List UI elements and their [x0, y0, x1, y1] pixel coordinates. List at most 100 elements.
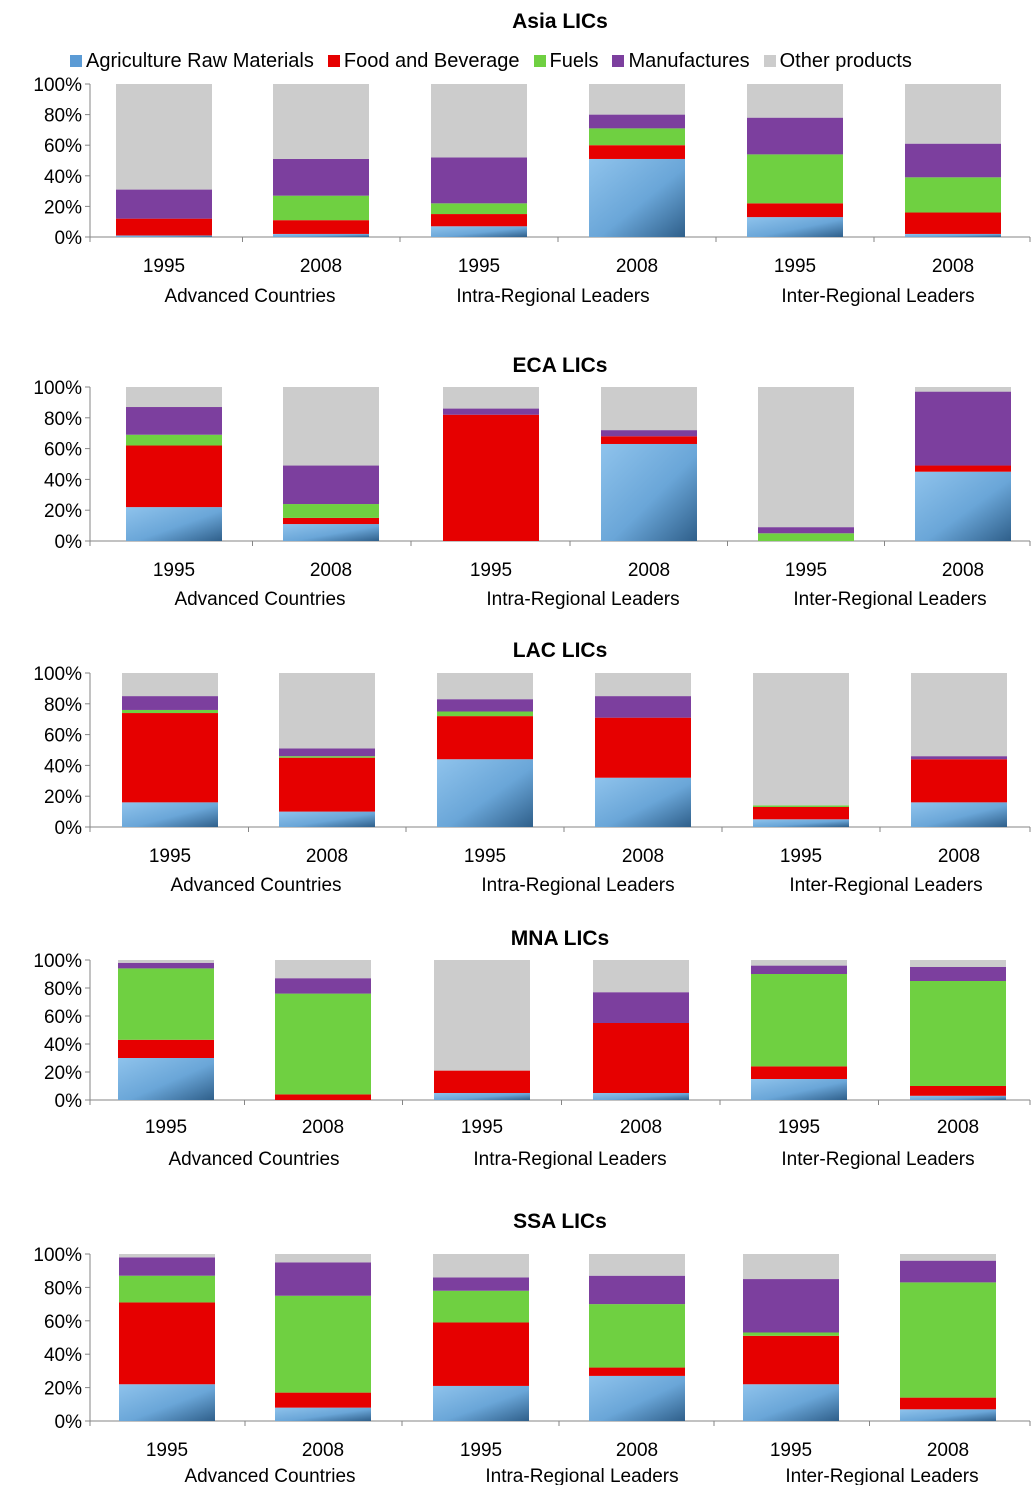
bar-segment: [589, 145, 685, 159]
x-group-label: Intra-Regional Leaders: [481, 875, 674, 896]
x-tick-label: 2008: [616, 256, 658, 277]
y-tick-label: 40%: [44, 470, 82, 491]
y-tick-label: 20%: [44, 1379, 82, 1400]
x-group-label: Intra-Regional Leaders: [456, 286, 649, 307]
bar-segment: [119, 1384, 215, 1421]
bar-segment: [911, 759, 1007, 803]
bar-segment: [589, 128, 685, 146]
legend-swatch: [533, 55, 546, 67]
bar-segment: [443, 408, 539, 415]
chart-title: MNA LICs: [511, 927, 609, 950]
bar-segment: [910, 967, 1006, 981]
bar-segment: [273, 158, 369, 196]
x-group-label: Advanced Countries: [168, 1149, 339, 1170]
bar-segment: [431, 226, 527, 237]
y-tick-label: 100%: [33, 951, 82, 972]
bar-segment: [753, 673, 849, 806]
bar-segment: [122, 713, 218, 803]
x-tick-label: 1995: [458, 256, 500, 277]
legend-label: Fuels: [549, 49, 599, 72]
bar-segment: [275, 1295, 371, 1393]
y-tick-label: 0%: [55, 1091, 83, 1112]
legend-label: Other products: [779, 49, 912, 72]
bar-segment: [118, 962, 214, 969]
bar-segment: [751, 974, 847, 1067]
x-tick-label: 2008: [938, 846, 980, 867]
bar-segment: [443, 387, 539, 409]
x-group-label: Inter-Regional Leaders: [793, 589, 986, 610]
y-tick-label: 80%: [44, 106, 82, 127]
bar-segment: [595, 696, 691, 718]
chart-panel: SSA LICs 0% 20% 40% 60% 80% 100% 1995 2008 1995 20…: [33, 1210, 1031, 1485]
x-group-label: Intra-Regional Leaders: [486, 589, 679, 610]
bar-segment: [900, 1254, 996, 1261]
bar-segment: [126, 387, 222, 408]
bar-segment: [126, 434, 222, 446]
y-tick-label: 0%: [55, 1412, 83, 1433]
bar-segment: [433, 1254, 529, 1278]
legend-item: Manufactures: [612, 49, 750, 73]
x-tick-label: 2008: [300, 256, 342, 277]
x-tick-label: 1995: [146, 1440, 188, 1461]
bar-segment: [601, 430, 697, 437]
bar-segment: [122, 802, 218, 827]
y-tick-label: 20%: [44, 501, 82, 522]
bar-segment: [753, 806, 849, 820]
y-tick-label: 60%: [44, 1312, 82, 1333]
chart-title: SSA LICs: [513, 1210, 607, 1233]
x-tick-label: 1995: [149, 846, 191, 867]
bar-segment: [751, 1079, 847, 1100]
bar-segment: [431, 84, 527, 158]
legend-swatch: [612, 55, 625, 67]
bar-segment: [273, 220, 369, 234]
bar-segment: [275, 993, 371, 1095]
bar-segment: [589, 114, 685, 129]
chart-title: LAC LICs: [513, 639, 608, 662]
bar-segment: [589, 1304, 685, 1368]
bar-segment: [119, 1257, 215, 1276]
bar-segment: [437, 699, 533, 712]
x-tick-label: 2008: [306, 846, 348, 867]
y-tick-label: 0%: [55, 532, 83, 553]
legend-item: Other products: [763, 49, 912, 73]
bar-segment: [915, 387, 1011, 392]
y-tick-label: 20%: [44, 787, 82, 808]
bar-segment: [275, 1407, 371, 1421]
bar-segment: [910, 960, 1006, 967]
x-tick-label: 2008: [302, 1117, 344, 1138]
bar-segment: [283, 504, 379, 518]
bar-segment: [601, 387, 697, 431]
bar-segment: [743, 1332, 839, 1336]
bar-segment: [593, 1093, 689, 1100]
bar-segment: [434, 960, 530, 1071]
y-tick-label: 60%: [44, 1007, 82, 1028]
bar-segment: [283, 524, 379, 541]
bar-segment: [911, 756, 1007, 760]
x-tick-label: 1995: [460, 1440, 502, 1461]
bar-segment: [116, 189, 212, 219]
bar-segment: [747, 217, 843, 237]
bar-segment: [433, 1277, 529, 1291]
bar-segment: [283, 517, 379, 525]
y-tick-label: 60%: [44, 136, 82, 157]
bar-segment: [443, 414, 539, 541]
bar-segment: [743, 1335, 839, 1385]
bar-segment: [283, 465, 379, 505]
legend-item: Fuels: [533, 49, 599, 73]
bar-segment: [758, 527, 854, 534]
bar-segment: [595, 717, 691, 778]
bar-segment: [589, 1254, 685, 1276]
bar-segment: [743, 1254, 839, 1280]
bar-segment: [122, 696, 218, 710]
x-tick-label: 1995: [780, 846, 822, 867]
y-tick-label: 40%: [44, 1035, 82, 1056]
bar-segment: [589, 1367, 685, 1376]
x-group-label: Advanced Countries: [184, 1466, 355, 1485]
x-group-label: Inter-Regional Leaders: [781, 1149, 974, 1170]
bar-segment: [283, 387, 379, 466]
legend-label: Agriculture Raw Materials: [86, 49, 314, 72]
y-tick-label: 60%: [44, 440, 82, 461]
x-group-label: Advanced Countries: [174, 589, 345, 610]
y-tick-label: 80%: [44, 979, 82, 1000]
legend-label: Manufactures: [628, 49, 750, 72]
